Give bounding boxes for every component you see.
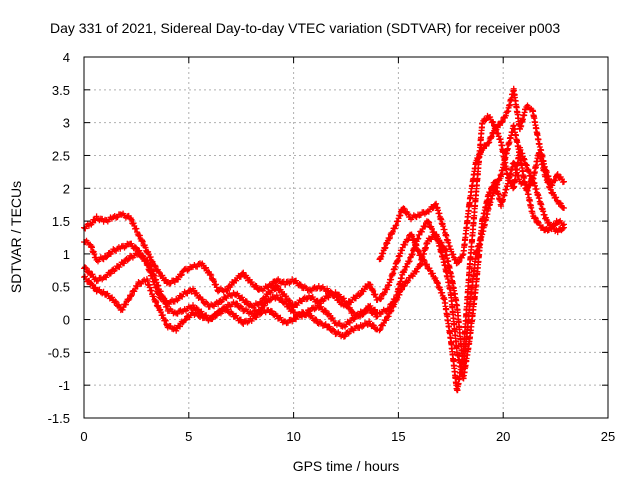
series-track-g (376, 122, 567, 371)
chart-title: Day 331 of 2021, Sidereal Day-to-day VTE… (50, 20, 560, 36)
y-tick-label: 3.5 (52, 83, 70, 98)
y-tick-label: 2.5 (52, 148, 70, 163)
x-tick-label: 10 (286, 429, 300, 444)
series-track-h (376, 159, 567, 382)
x-axis-title: GPS time / hours (293, 458, 400, 474)
data-marks (81, 85, 567, 394)
y-tick-label: -1.5 (48, 411, 70, 426)
axis-ticks: 0 5 10 15 20 25 -1.5 -1 -0.5 0 0.5 1 1.5 2 2.5 3 3.5 4 (48, 50, 616, 444)
data-point-markers (376, 85, 567, 267)
x-tick-label: 15 (391, 429, 405, 444)
y-tick-label: 3 (63, 116, 70, 131)
x-tick-label: 5 (185, 429, 192, 444)
y-tick-label: -1 (58, 378, 70, 393)
y-tick-label: 0 (63, 313, 70, 328)
plot-frame (83, 56, 609, 419)
y-tick-label: 2 (63, 181, 70, 196)
x-tick-label: 20 (496, 429, 510, 444)
series-track-e (376, 85, 567, 267)
y-tick-label: 1 (63, 247, 70, 262)
y-axis-title: SDTVAR / TECUs (8, 181, 24, 293)
data-point-markers (376, 159, 567, 382)
y-tick-label: 4 (63, 50, 70, 65)
x-tick-label: 0 (80, 429, 87, 444)
y-tick-label: -0.5 (48, 345, 70, 360)
y-tick-label: 0.5 (52, 280, 70, 295)
data-point-markers (376, 122, 567, 371)
x-tick-label: 25 (601, 429, 615, 444)
y-tick-label: 1.5 (52, 214, 70, 229)
